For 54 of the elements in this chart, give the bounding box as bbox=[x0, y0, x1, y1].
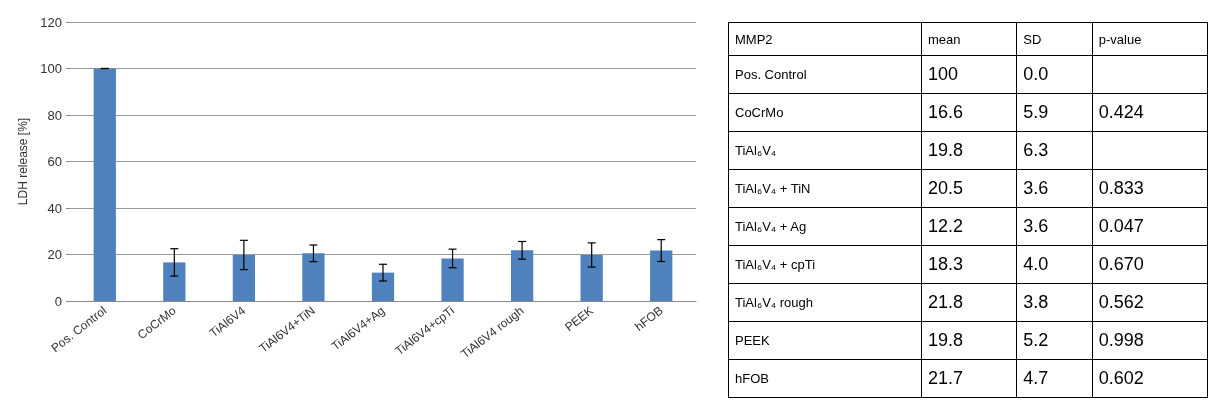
text: 3.6 bbox=[1023, 216, 1049, 236]
category-label: p-value bbox=[1098, 31, 1142, 47]
category-label: mean bbox=[928, 31, 961, 47]
bar bbox=[580, 254, 603, 301]
text: 0.424 bbox=[1098, 102, 1144, 122]
bar bbox=[371, 272, 395, 301]
text: 0.047 bbox=[1098, 216, 1144, 236]
bar bbox=[441, 258, 464, 301]
y-tick-label: 80 bbox=[47, 107, 62, 123]
y-tick-label: 20 bbox=[47, 247, 62, 262]
category-label: TiAl₆V₄ + cpTi bbox=[735, 257, 816, 272]
text: 19.8 bbox=[928, 330, 964, 350]
category-label: TiAl₆V₄ rough bbox=[735, 295, 813, 310]
category-label: TiAl₆V₄ bbox=[735, 143, 777, 158]
bar bbox=[510, 250, 534, 301]
text: 0.670 bbox=[1098, 254, 1144, 274]
category-label: hFOB bbox=[735, 371, 769, 386]
text: 4.0 bbox=[1023, 254, 1049, 274]
y-tick-label: 100 bbox=[40, 61, 62, 76]
bar bbox=[302, 253, 325, 301]
text: 0.0 bbox=[1023, 64, 1049, 84]
bar bbox=[163, 262, 186, 301]
category-label: Pos. Control bbox=[735, 67, 807, 82]
y-tick-label: 120 bbox=[40, 14, 62, 30]
y-axis-title: LDH release [%] bbox=[16, 117, 31, 206]
text: 21.8 bbox=[928, 292, 964, 312]
category-label: CoCrMo bbox=[735, 105, 784, 120]
bar bbox=[650, 250, 673, 301]
y-tick-label: 60 bbox=[47, 154, 62, 169]
text: 0.562 bbox=[1098, 292, 1144, 312]
text: 5.2 bbox=[1023, 330, 1049, 350]
text: 0.833 bbox=[1098, 178, 1144, 198]
text: 12.2 bbox=[928, 216, 964, 236]
y-tick-label: 40 bbox=[47, 200, 62, 216]
text: 19.8 bbox=[928, 140, 964, 160]
category-label: SD bbox=[1023, 31, 1042, 47]
text: 5.9 bbox=[1023, 102, 1049, 122]
text: 16.6 bbox=[928, 102, 964, 122]
text: 100 bbox=[928, 64, 959, 84]
category-label: TiAl₆V₄ + Ag bbox=[735, 219, 807, 234]
bar bbox=[93, 68, 116, 301]
text: 3.8 bbox=[1023, 292, 1049, 312]
bar bbox=[232, 254, 256, 301]
category-label: TiAl₆V₄ + TiN bbox=[735, 181, 811, 196]
text: 0.998 bbox=[1098, 330, 1144, 350]
y-tick-label: 0 bbox=[54, 293, 62, 309]
text: 20.5 bbox=[928, 178, 964, 198]
text: 18.3 bbox=[928, 254, 964, 274]
text: 0.602 bbox=[1098, 368, 1144, 388]
text: MMP2 bbox=[728, 22, 922, 56]
text: 6.3 bbox=[1023, 140, 1049, 160]
text: 4.7 bbox=[1023, 368, 1049, 388]
text: 3.6 bbox=[1023, 178, 1049, 198]
text: 21.7 bbox=[928, 368, 964, 388]
